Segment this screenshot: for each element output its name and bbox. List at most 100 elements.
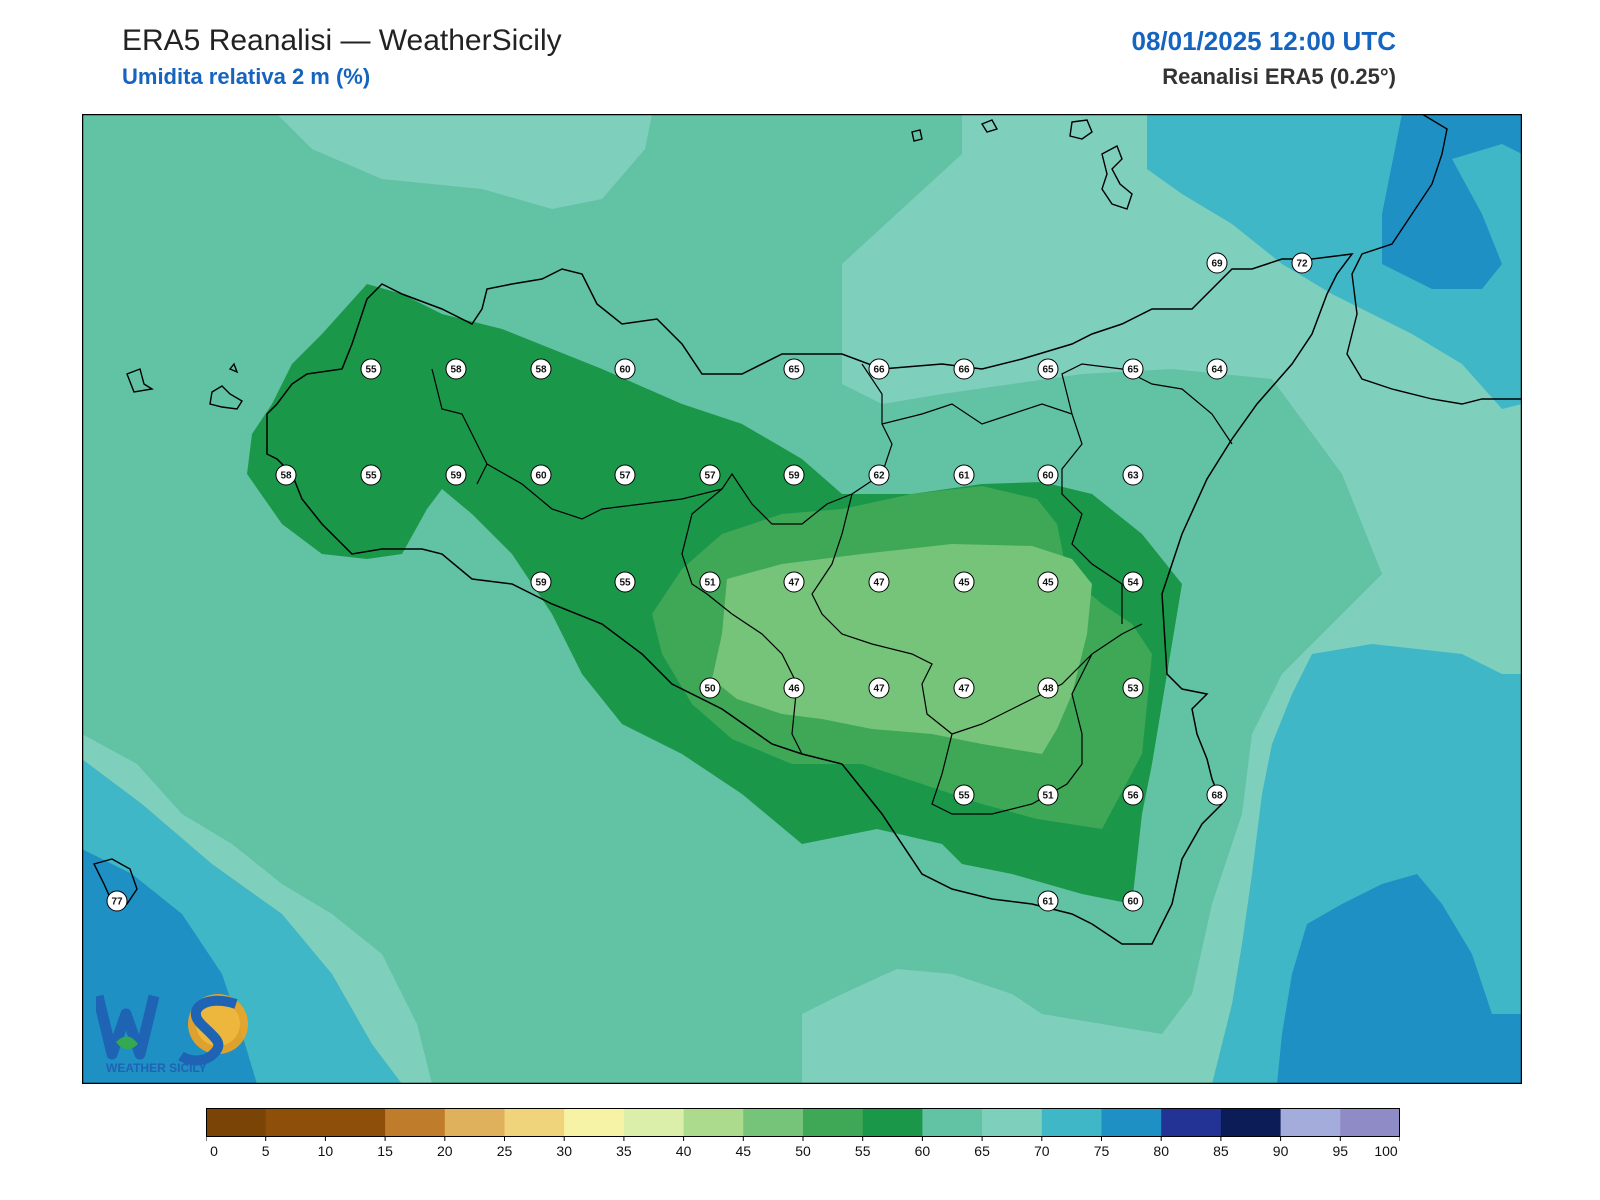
station-value: 47 (873, 684, 885, 695)
colorbar-tick-label: 10 (318, 1143, 334, 1159)
station-marker: 61 (1037, 890, 1059, 912)
station-marker: 60 (530, 464, 552, 486)
station-value: 47 (958, 684, 970, 695)
station-circle (530, 464, 552, 486)
station-value: 48 (1042, 684, 1054, 695)
station-value: 65 (1042, 365, 1054, 376)
station-marker: 56 (1122, 784, 1144, 806)
station-circle (614, 464, 636, 486)
colorbar-tick-label: 85 (1213, 1143, 1229, 1159)
contour-75-80-ne (1382, 114, 1522, 289)
colorbar-segment (325, 1108, 386, 1136)
station-circle (1037, 677, 1059, 699)
station-circle (953, 464, 975, 486)
colorbar-segment (623, 1108, 685, 1136)
station-value: 66 (873, 365, 885, 376)
colorbar-segment (1041, 1108, 1102, 1136)
map-canvas: 69 72 55 58 58 60 65 66 66 65 65 64 58 55 59 60 57 57 59 62… (82, 114, 1522, 1084)
station-circle (445, 358, 467, 380)
station-value: 51 (1042, 791, 1054, 802)
station-marker: 57 (699, 464, 721, 486)
station-circle (1122, 571, 1144, 593)
colorbar-tick-label: 0 (210, 1143, 218, 1159)
station-value: 45 (958, 578, 970, 589)
station-marker: 50 (699, 677, 721, 699)
station-circle (1037, 571, 1059, 593)
station-marker: 47 (868, 677, 890, 699)
station-circle (530, 571, 552, 593)
station-circle (699, 464, 721, 486)
colorbar-segment (922, 1108, 983, 1136)
station-value: 60 (535, 471, 547, 482)
station-circle (1206, 358, 1228, 380)
station-marker: 46 (783, 677, 805, 699)
station-marker: 77 (106, 890, 128, 912)
station-marker: 60 (1037, 464, 1059, 486)
station-marker: 58 (445, 358, 467, 380)
station-value: 59 (450, 471, 462, 482)
colorbar-tick-label: 95 (1333, 1143, 1349, 1159)
station-circle (1037, 890, 1059, 912)
station-circle (953, 677, 975, 699)
colorbar-tick-label: 60 (915, 1143, 931, 1159)
station-circle (275, 464, 297, 486)
station-value: 64 (1211, 365, 1223, 376)
sicily-coastline (266, 253, 1354, 945)
station-circle (106, 890, 128, 912)
colorbar-segment (206, 1108, 267, 1136)
colorbar-tick-label: 30 (556, 1143, 572, 1159)
station-marker: 58 (530, 358, 552, 380)
station-circle (953, 784, 975, 806)
colorbar-tick-label: 90 (1273, 1143, 1289, 1159)
station-circle (1122, 784, 1144, 806)
station-value: 55 (619, 578, 631, 589)
station-circle (953, 571, 975, 593)
colorbar-segment (1101, 1108, 1162, 1136)
station-marker: 66 (953, 358, 975, 380)
station-marker: 60 (614, 358, 636, 380)
chart-subtitle: Umidita relativa 2 m (%) (122, 64, 371, 89)
station-circle (1122, 890, 1144, 912)
station-marker: 47 (868, 571, 890, 593)
colorbar-segment (803, 1108, 864, 1136)
station-marker: 45 (1037, 571, 1059, 593)
color-legend: 0 5 10 15 20 25 30 35 40 45 50 55 60 65 70 75 80 85 90 95 10… (205, 1108, 1401, 1168)
colorbar-tick-label: 40 (676, 1143, 692, 1159)
station-value: 58 (535, 365, 547, 376)
station-value: 65 (788, 365, 800, 376)
station-circle (868, 358, 890, 380)
station-value: 61 (958, 471, 970, 482)
station-circle (445, 464, 467, 486)
colorbar-tick-label: 65 (974, 1143, 990, 1159)
station-circle (953, 358, 975, 380)
station-marker: 51 (1037, 784, 1059, 806)
station-value: 57 (619, 471, 631, 482)
colorbar-tick-label: 15 (377, 1143, 393, 1159)
station-marker: 47 (953, 677, 975, 699)
station-value: 59 (535, 578, 547, 589)
colorbar-segment (862, 1108, 923, 1136)
logo-graphic: WEATHER SICILY (92, 994, 248, 1075)
station-value: 55 (958, 791, 970, 802)
station-marker: 51 (699, 571, 721, 593)
colorbar-segment (504, 1108, 565, 1136)
station-circle (1037, 464, 1059, 486)
station-marker: 62 (868, 464, 890, 486)
colorbar-segment (444, 1108, 505, 1136)
station-circle (868, 571, 890, 593)
station-marker: 54 (1122, 571, 1144, 593)
station-value: 68 (1211, 791, 1223, 802)
station-marker: 64 (1206, 358, 1228, 380)
station-marker: 68 (1206, 784, 1228, 806)
station-value: 51 (704, 578, 716, 589)
station-marker: 47 (783, 571, 805, 593)
colorbar-tick-label: 100 (1374, 1143, 1398, 1159)
station-circle (614, 571, 636, 593)
station-value: 53 (1127, 684, 1139, 695)
station-circle (360, 358, 382, 380)
pantelleria-island (92, 858, 138, 905)
station-marker: 45 (953, 571, 975, 593)
station-circle (699, 571, 721, 593)
colorbar-segment (683, 1108, 744, 1136)
station-marker: 48 (1037, 677, 1059, 699)
